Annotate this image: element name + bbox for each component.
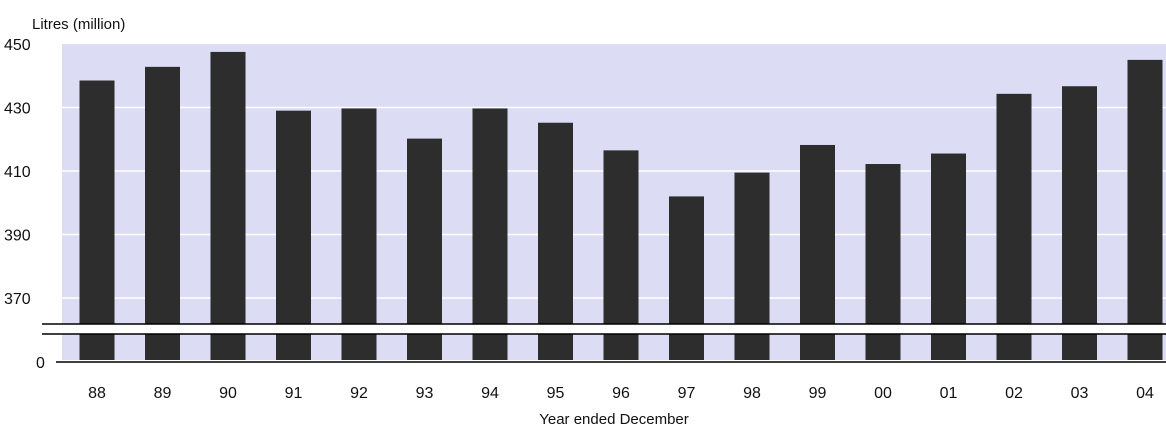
y-tick-label: 430 xyxy=(4,101,31,118)
y-tick-label: 390 xyxy=(4,228,31,245)
y-tick-label: 370 xyxy=(4,291,31,308)
y-tick-label: 450 xyxy=(4,37,31,54)
bar xyxy=(145,66,180,361)
x-tick-labels: 88 89 90 91 92 93 94 95 96 97 98 99 00 01 02 03 04 xyxy=(88,385,1154,402)
bar xyxy=(276,110,311,360)
x-tick-label: 93 xyxy=(416,385,434,402)
bar xyxy=(407,138,442,360)
x-tick-label: 98 xyxy=(743,385,761,402)
x-tick-label: 00 xyxy=(874,385,892,402)
x-tick-label: 95 xyxy=(547,385,565,402)
x-tick-label: 02 xyxy=(1005,385,1023,402)
y-axis-label: Litres (million) xyxy=(32,16,125,33)
x-tick-label: 01 xyxy=(940,385,958,402)
bar xyxy=(1062,86,1097,360)
axis-break-gap xyxy=(0,324,1166,334)
x-tick-label: 90 xyxy=(219,385,237,402)
x-axis-label: Year ended December xyxy=(539,411,689,428)
x-tick-label: 89 xyxy=(154,385,172,402)
bar xyxy=(472,108,508,360)
x-tick-label: 92 xyxy=(350,385,368,402)
x-tick-label: 03 xyxy=(1071,385,1089,402)
bar xyxy=(538,122,573,361)
x-tick-label: 88 xyxy=(88,385,106,402)
x-tick-label: 99 xyxy=(809,385,827,402)
y-tick-label: 0 xyxy=(36,355,45,372)
axis-break xyxy=(0,323,1166,363)
bar xyxy=(341,108,377,360)
x-tick-label: 94 xyxy=(481,385,499,402)
x-tick-label: 91 xyxy=(285,385,303,402)
x-tick-label: 04 xyxy=(1136,385,1154,402)
bar xyxy=(79,80,115,360)
y-tick-label: 410 xyxy=(4,164,31,181)
y-tick-labels: 450 430 410 390 370 0 xyxy=(4,37,45,372)
bar xyxy=(210,51,246,360)
x-tick-label: 96 xyxy=(612,385,630,402)
bar xyxy=(996,93,1032,360)
bar xyxy=(1127,59,1163,360)
bar xyxy=(669,196,704,360)
x-tick-label: 97 xyxy=(678,385,696,402)
